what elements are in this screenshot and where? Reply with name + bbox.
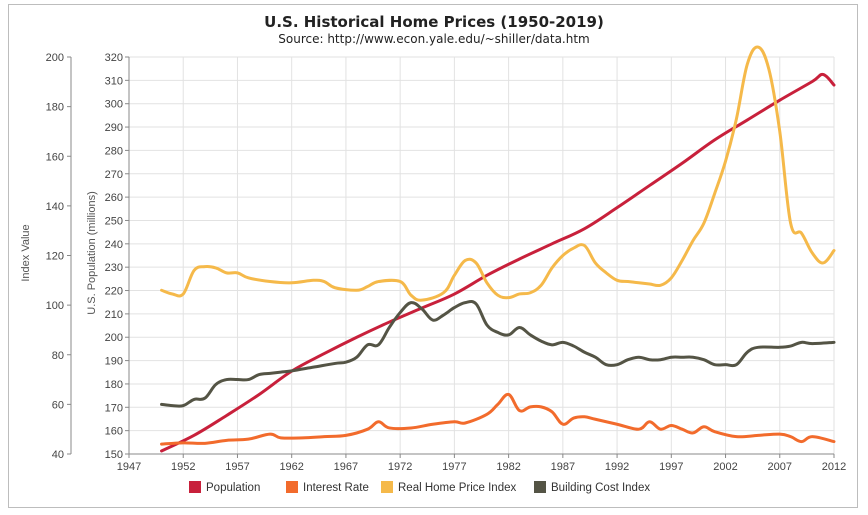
y-left-tick-label-6: 160: [46, 151, 64, 163]
x-tick-label-3: 1962: [279, 461, 303, 473]
y-right-tick-label-10: 250: [105, 215, 123, 227]
y-left-tick-label-1: 60: [52, 399, 64, 411]
x-tick-label-9: 1992: [605, 461, 629, 473]
series-line-building-cost-index[interactable]: [160, 300, 836, 408]
chart: U.S. Historical Home Prices (1950-2019) …: [20, 13, 847, 494]
y-right-tick-label-16: 310: [105, 75, 123, 87]
legend-item-population[interactable]: Population: [189, 481, 260, 494]
series-line-population[interactable]: [160, 72, 836, 453]
legend-item-interest-rate[interactable]: Interest Rate: [286, 481, 369, 494]
legend-item-building-cost-index[interactable]: Building Cost Index: [534, 481, 650, 494]
legend-label-building-cost-index: Building Cost Index: [551, 482, 650, 494]
legend-item-real-home-price-index[interactable]: Real Home Price Index: [381, 481, 516, 494]
legend-swatch-building-cost-index: [534, 481, 546, 493]
y-right-tick-label-12: 270: [105, 169, 123, 181]
x-tick-label-12: 2007: [768, 461, 792, 473]
y-right-tick-label-13: 280: [105, 145, 123, 157]
x-tick-label-13: 2012: [822, 461, 846, 473]
x-tick-label-2: 1957: [225, 461, 249, 473]
series-line-real-home-price-index[interactable]: [160, 45, 836, 302]
legend-label-real-home-price-index: Real Home Price Index: [398, 482, 516, 494]
series-lines: [160, 45, 836, 453]
y-left-tick-label-4: 120: [46, 251, 64, 263]
x-tick-label-10: 1997: [659, 461, 683, 473]
grid: [128, 56, 835, 455]
y-left-tick-label-8: 200: [46, 52, 64, 64]
y-right-tick-label-8: 230: [105, 262, 123, 274]
y-right-tick-label-6: 210: [105, 309, 123, 321]
y-right-tick-label-15: 300: [105, 99, 123, 111]
x-tick-label-5: 1972: [388, 461, 412, 473]
legend-label-interest-rate: Interest Rate: [303, 482, 369, 494]
y-left-tick-label-7: 180: [46, 102, 64, 114]
y-right-tick-label-2: 170: [105, 402, 123, 414]
x-tick-label-1: 1952: [171, 461, 195, 473]
chart-title: U.S. Historical Home Prices (1950-2019): [264, 13, 604, 31]
series-line-interest-rate[interactable]: [160, 392, 836, 446]
y-left-tick-label-0: 40: [52, 449, 64, 461]
y-left-tick-label-5: 140: [46, 201, 64, 213]
x-tick-label-11: 2002: [713, 461, 737, 473]
y-right-tick-label-1: 160: [105, 426, 123, 438]
legend-swatch-interest-rate: [286, 481, 298, 493]
y-left-tick-label-3: 100: [46, 300, 64, 312]
y-right-tick-label-11: 260: [105, 192, 123, 204]
y-right-tick-label-0: 150: [105, 449, 123, 461]
x-tick-label-0: 1947: [117, 461, 141, 473]
y-left-axis-title: Index Value: [20, 224, 32, 281]
y-right-tick-label-7: 220: [105, 286, 123, 298]
x-tick-label-8: 1987: [551, 461, 575, 473]
x-tick-label-6: 1977: [442, 461, 466, 473]
axes: 40 60 80 100 120 140 160 180 200 150 160 170 180 190 2…: [46, 52, 847, 473]
y-right-tick-label-4: 190: [105, 356, 123, 368]
legend: Population Interest Rate Real Home Price I…: [189, 481, 650, 494]
y-left-tick-label-2: 80: [52, 350, 64, 362]
x-tick-label-4: 1967: [334, 461, 358, 473]
y-right-tick-label-17: 320: [105, 52, 123, 64]
chart-frame: U.S. Historical Home Prices (1950-2019) …: [8, 4, 858, 508]
y-right-axis-title: U.S. Population (millions): [86, 191, 98, 315]
y-right-tick-label-5: 200: [105, 332, 123, 344]
legend-swatch-real-home-price-index: [381, 481, 393, 493]
y-right-tick-label-14: 290: [105, 122, 123, 134]
legend-swatch-population: [189, 481, 201, 493]
chart-subtitle: Source: http://www.econ.yale.edu/~shille…: [278, 32, 589, 46]
y-right-tick-label-9: 240: [105, 239, 123, 251]
legend-label-population: Population: [206, 482, 260, 494]
x-tick-label-7: 1982: [496, 461, 520, 473]
y-right-tick-label-3: 180: [105, 379, 123, 391]
